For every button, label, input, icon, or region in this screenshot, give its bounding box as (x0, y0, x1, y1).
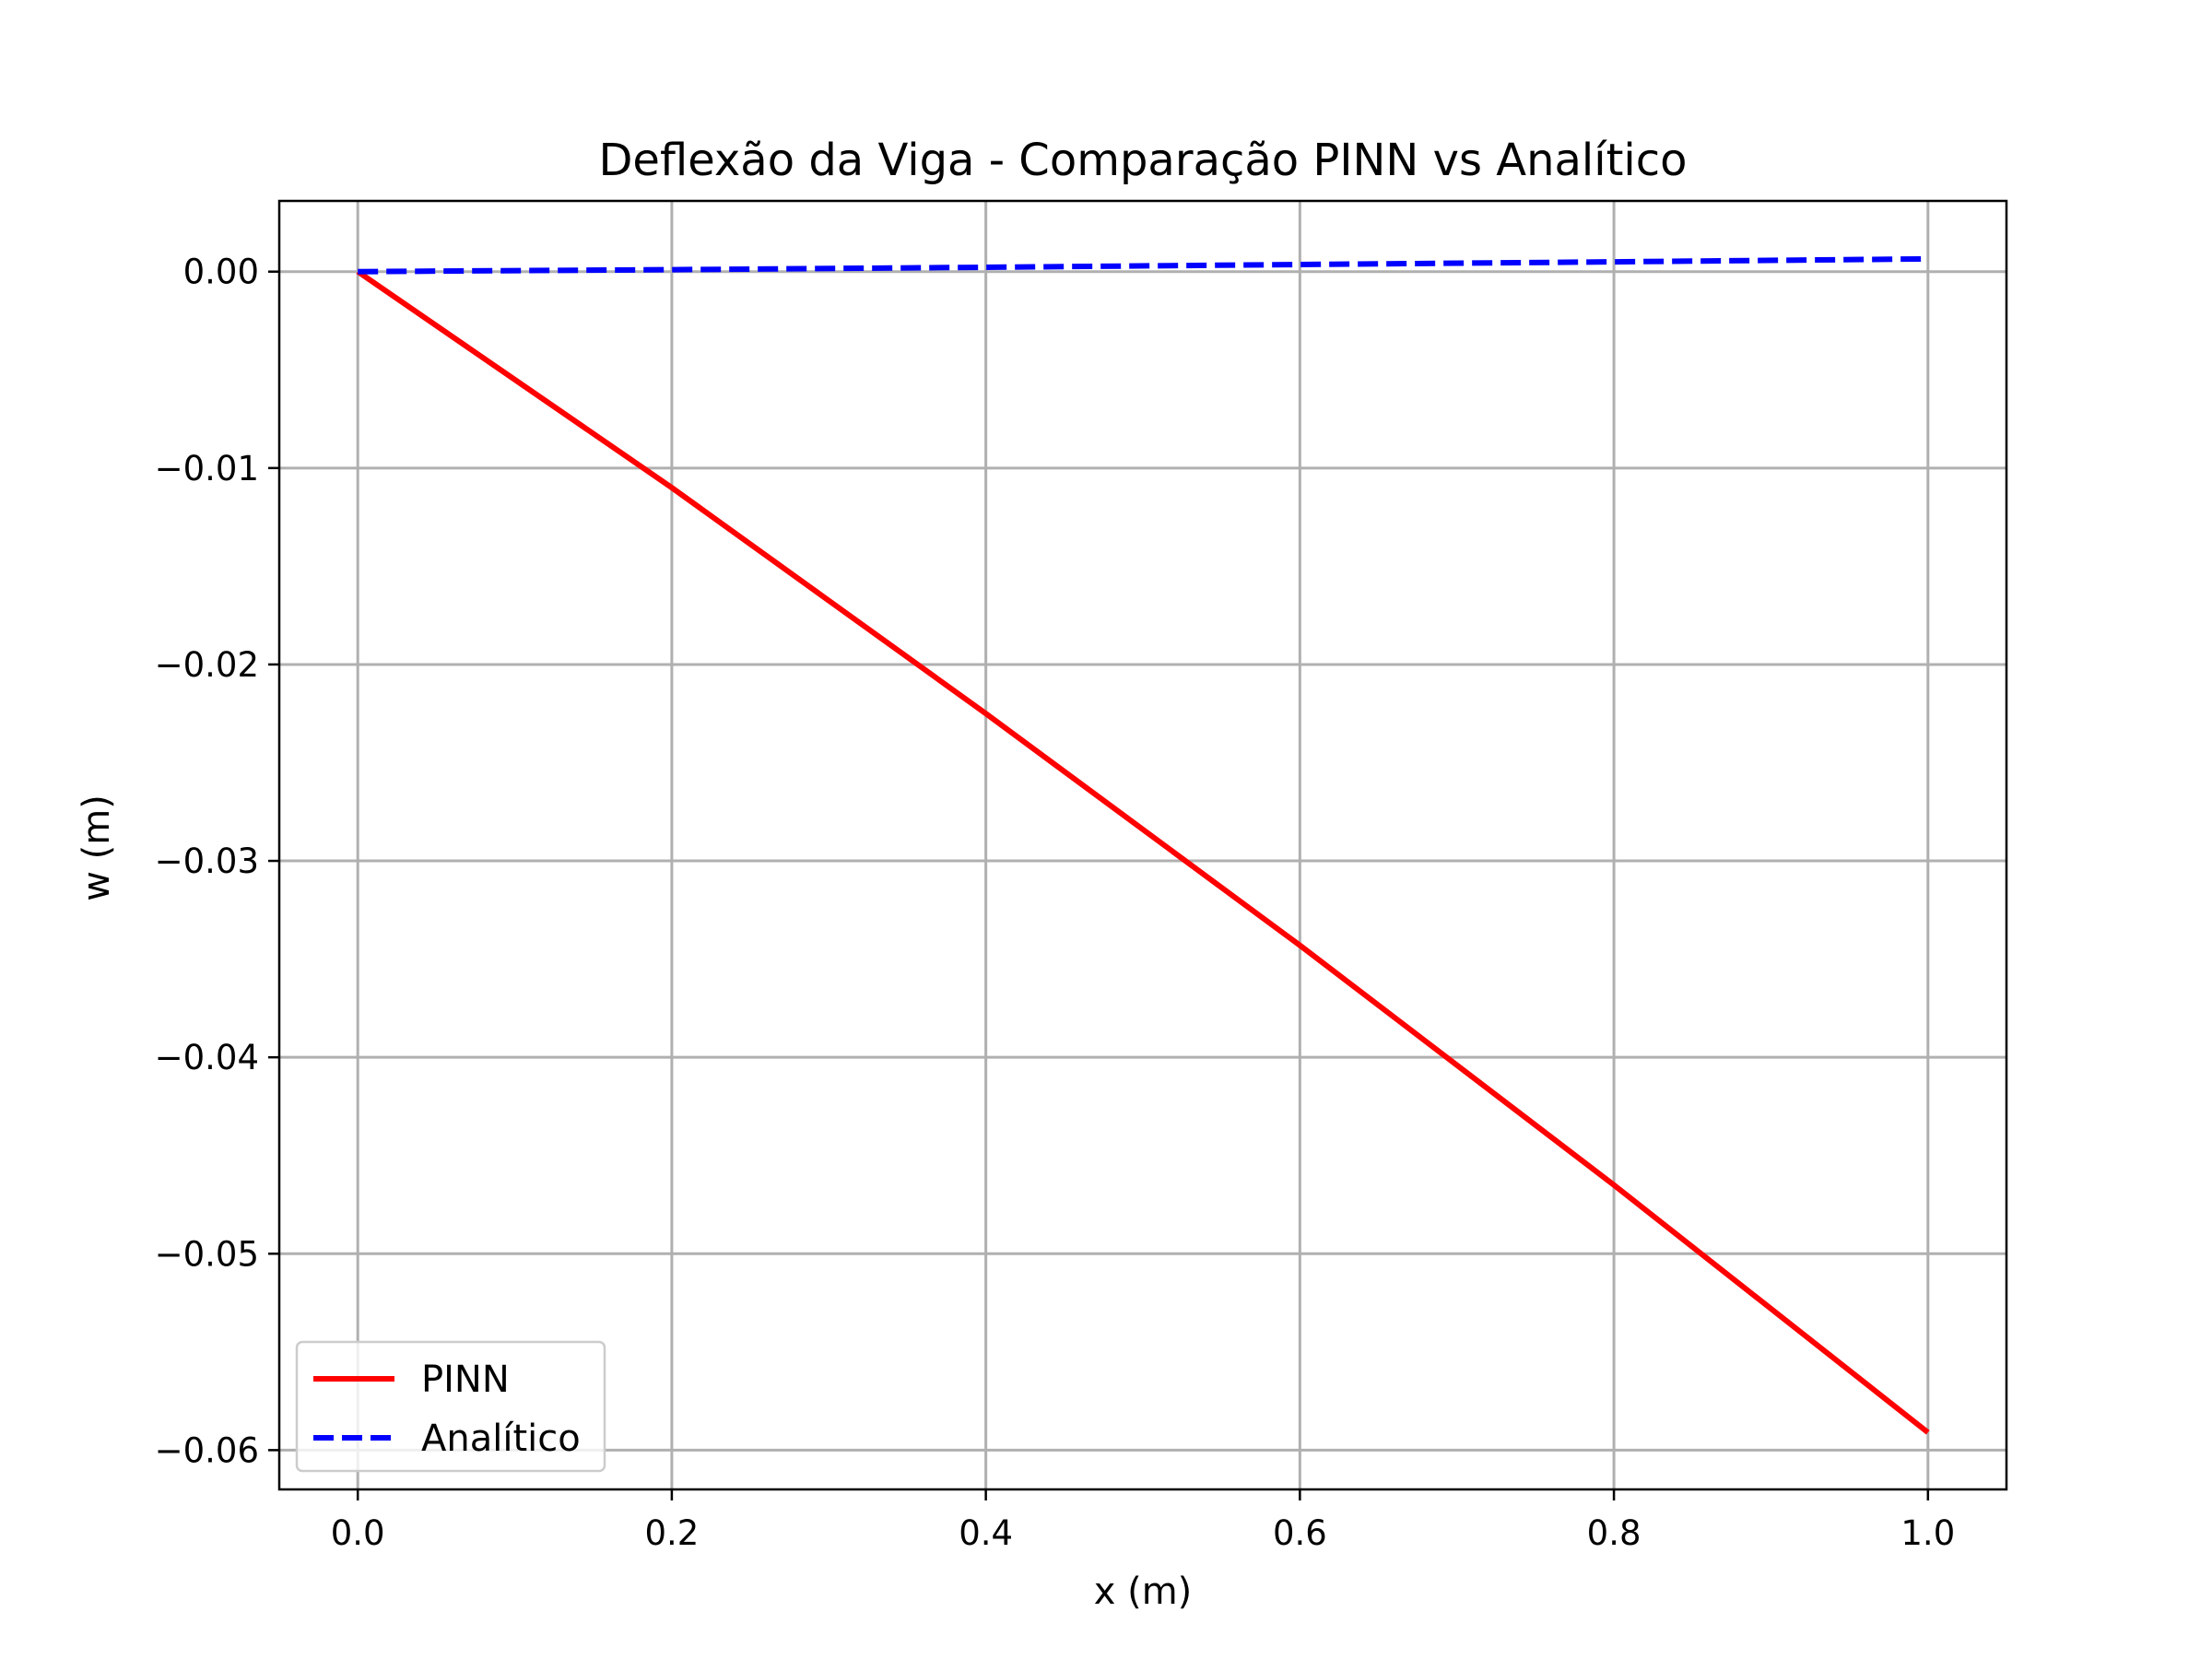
series-line-0 (356, 269, 1930, 1435)
x-tick-label: 0.6 (1273, 1513, 1327, 1553)
x-tick-label: 0.0 (331, 1513, 385, 1553)
x-tick-label: 1.0 (1900, 1513, 1955, 1553)
y-tick-label: 0.00 (183, 253, 259, 292)
y-tick-label: −0.02 (155, 645, 259, 685)
x-tick-label: 0.8 (1587, 1513, 1641, 1553)
plot-frame (277, 199, 2008, 1491)
y-tick-label: −0.05 (155, 1234, 259, 1274)
grid (279, 201, 2006, 1489)
y-tick-label: −0.04 (155, 1038, 259, 1077)
legend: PINN Analítico (295, 1340, 606, 1473)
x-tick-label: 0.4 (959, 1513, 1013, 1553)
x-tick-label: 0.2 (644, 1513, 699, 1553)
x-axis-label: x (m) (1094, 1571, 1193, 1613)
series-line-1 (358, 255, 1928, 275)
legend-label-0: PINN (421, 1359, 510, 1401)
y-axis-label: w (m) (76, 794, 118, 901)
y-tick-label: −0.06 (155, 1430, 259, 1470)
y-tick-label: −0.03 (155, 841, 259, 881)
ticks: 0.0 0.2 0.4 0.6 0.8 1.0 0.00 −0.01 −0.02 −0.03 −0.… (155, 253, 1956, 1553)
chart-title: Deflexão da Viga - Comparação PINN vs An… (598, 135, 1687, 186)
legend-label-1: Analítico (421, 1418, 581, 1460)
y-tick-label: −0.01 (155, 449, 259, 488)
series-layer (356, 255, 1930, 1435)
